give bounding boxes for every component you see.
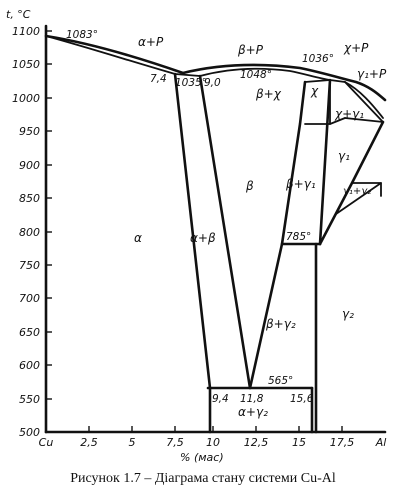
liquidus-beta: [181, 63, 387, 102]
label-c118: 11,8: [240, 393, 264, 405]
y-axis-title: t, °C: [6, 8, 31, 21]
chi-top: [329, 79, 346, 83]
label-t1036: 1036°: [302, 53, 334, 65]
y-tick-label: 950: [19, 125, 40, 138]
y-axis-labels: t, °C 1100 1050 1000 950 900 850 800 750…: [6, 8, 40, 439]
label-t1083: 1083°: [66, 29, 98, 41]
region-gamma2: γ₂: [342, 307, 354, 321]
region-chi-gamma1: χ+γ₁: [334, 107, 364, 121]
x-axis-labels: Cu 2,5 5 7,5 10 12,5 15 17,5 Al % (мас): [39, 436, 387, 464]
region-alpha-gamma2: α+γ₂: [238, 405, 268, 419]
gamma1-left-boundary: [318, 78, 332, 246]
label-c90: 9,0: [204, 77, 221, 89]
x-tick-label: 17,5: [330, 436, 355, 449]
label-c156: 15,6: [290, 393, 314, 405]
region-alpha: α: [134, 231, 142, 245]
region-beta-chi: β+χ: [255, 87, 282, 101]
solidus-alpha: [45, 35, 176, 75]
label-t1048: 1048°: [240, 69, 272, 81]
figure-caption: Рисунок 1.7 – Діаграма стану системи Cu-…: [70, 471, 336, 486]
y-tick-label: 750: [19, 259, 40, 272]
region-beta: β: [245, 179, 254, 193]
chi-gamma1-base: [344, 117, 384, 123]
y-tick-label: 700: [19, 292, 40, 305]
chi-left-box: [304, 79, 331, 125]
y-tick-label: 600: [19, 359, 40, 372]
y-tick-label: 900: [19, 159, 40, 172]
chi-gamma1-upper: [344, 81, 384, 123]
x-tick-label: 7,5: [166, 436, 184, 449]
label-t785: 785°: [286, 231, 311, 243]
liquidus-gamma1: [344, 81, 384, 119]
phase-boundaries: [44, 34, 387, 434]
label-t565: 565°: [268, 375, 293, 387]
y-tick-label: 800: [19, 226, 40, 239]
x-tick-label: Cu: [39, 436, 54, 449]
y-tick-label: 1000: [12, 92, 40, 105]
chi-gamma1-lower: [329, 117, 346, 125]
region-gamma1: γ₁: [338, 149, 350, 163]
solidus-beta: [199, 67, 331, 81]
label-c74: 7,4: [150, 73, 167, 85]
x-tick-label: 12,5: [244, 436, 269, 449]
y-tick-label: 650: [19, 326, 40, 339]
x-axis-title: % (мас): [180, 451, 224, 464]
region-beta-gamma1: β+γ₁: [285, 177, 316, 191]
region-chi-liquid: χ+P: [343, 41, 369, 55]
region-alpha-liquid: α+P: [138, 35, 164, 49]
alpha-solvus: [173, 72, 212, 390]
x-tick-label: 10: [206, 436, 220, 449]
y-tick-label: 500: [19, 426, 40, 439]
x-tick-label: 5: [129, 436, 136, 449]
label-c94: 9,4: [212, 393, 229, 405]
region-chi: χ: [310, 84, 319, 98]
x-axis-ticks: [88, 426, 343, 432]
beta-right-boundary: [248, 80, 307, 390]
region-labels: α+P β+P χ+P γ₁+P β+χ χ χ+γ₁ γ₁ β β+γ₁ γ₁…: [134, 35, 387, 419]
x-tick-label: 15: [292, 436, 306, 449]
region-gamma1-gamma2: γ₁+γ₂: [343, 186, 371, 197]
y-axis-ticks: [46, 30, 52, 400]
region-beta-gamma2: β+γ₂: [265, 317, 296, 331]
region-beta-liquid: β+P: [237, 43, 264, 57]
point-labels: 1083° 7,4 1035° 9,0 1048° 1036° 785° 565…: [66, 29, 334, 405]
region-gamma1-liquid: γ₁+P: [357, 67, 387, 81]
y-tick-label: 850: [19, 192, 40, 205]
x-tick-label: Al: [375, 436, 387, 449]
y-tick-label: 1050: [12, 58, 40, 71]
liquidus-alpha: [44, 34, 185, 75]
y-tick-label: 550: [19, 393, 40, 406]
label-t1035: 1035°: [175, 77, 207, 89]
eutectic-line-1035: [174, 73, 201, 77]
x-tick-label: 2,5: [80, 436, 98, 449]
beta-left-boundary: [198, 74, 252, 390]
y-tick-label: 1100: [12, 25, 40, 38]
region-alpha-beta: α+β: [190, 231, 216, 245]
